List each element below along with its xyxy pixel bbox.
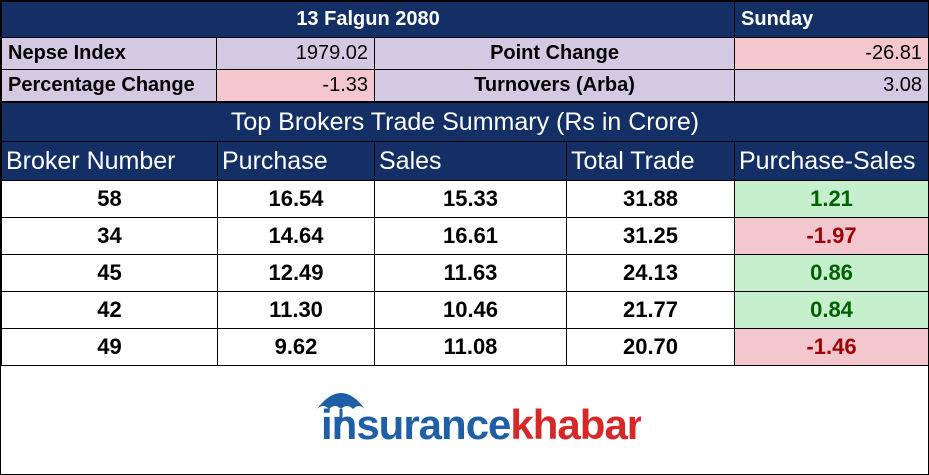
summary-value: 3.08 <box>734 69 929 102</box>
cell: -1.46 <box>733 328 929 366</box>
summary-label: Point Change <box>373 37 736 70</box>
cell: 21.77 <box>566 291 735 329</box>
table-title: Top Brokers Trade Summary (Rs in Crore) <box>0 102 929 142</box>
summary-value: -1.33 <box>216 69 375 102</box>
column-header: Sales <box>374 141 567 181</box>
summary-value: -26.81 <box>734 37 929 70</box>
summary-row: Percentage Change -1.33 Turnovers (Arba) 3.… <box>1 69 929 102</box>
cell: 0.86 <box>733 254 929 292</box>
cell: 1.21 <box>733 180 929 218</box>
cell: 20.70 <box>566 328 735 366</box>
cell: 14.64 <box>217 217 375 255</box>
logo: insurancekhabar <box>317 393 641 448</box>
column-header: Total Trade <box>566 141 735 181</box>
summary-label: Nepse Index <box>1 37 217 70</box>
cell: 12.49 <box>217 254 375 292</box>
data-row: 49 9.62 11.08 20.70 -1.46 <box>1 328 929 366</box>
umbrella <box>317 393 365 409</box>
cell: 49 <box>1 328 218 366</box>
cell: 24.13 <box>566 254 735 292</box>
column-header: Purchase <box>217 141 375 181</box>
summary-table: 13 Falgun 2080 Sunday Nepse Index 1979.02… <box>0 1 929 102</box>
cell: 16.54 <box>217 180 375 218</box>
cell: 42 <box>1 291 218 329</box>
cell: 9.62 <box>217 328 375 366</box>
date: 13 Falgun 2080 <box>0 1 736 38</box>
logo-text: insurancekhabar <box>321 401 641 448</box>
column-header: Broker Number <box>1 141 218 181</box>
logo-part2: khabar <box>510 401 641 448</box>
cell: 11.63 <box>374 254 567 292</box>
cell: 34 <box>1 217 218 255</box>
summary-label: Percentage Change <box>1 69 217 102</box>
data-row: 58 16.54 15.33 31.88 1.21 <box>1 180 929 218</box>
data-row: 45 12.49 11.63 24.13 0.86 <box>1 254 929 292</box>
cell: 45 <box>1 254 218 292</box>
summary-row: Nepse Index 1979.02 Point Change -26.81 <box>1 37 929 70</box>
logo-part1: insurance <box>321 401 510 448</box>
data-row: 42 11.30 10.46 21.77 0.84 <box>1 291 929 329</box>
data-row: 34 14.64 16.61 31.25 -1.97 <box>1 217 929 255</box>
cell: 31.25 <box>566 217 735 255</box>
cell: 0.84 <box>733 291 929 329</box>
column-header: Purchase-Sales <box>733 141 929 181</box>
cell: 11.30 <box>217 291 375 329</box>
summary-value: 1979.02 <box>216 37 375 70</box>
broker-table: Top Brokers Trade Summary (Rs in Crore) … <box>0 102 929 366</box>
cell: 31.88 <box>566 180 735 218</box>
day: Sunday <box>734 1 929 38</box>
summary-label: Turnovers (Arba) <box>373 69 736 102</box>
cell: -1.97 <box>733 217 929 255</box>
cell: 15.33 <box>374 180 567 218</box>
cell: 10.46 <box>374 291 567 329</box>
cell: 16.61 <box>374 217 567 255</box>
cell: 11.08 <box>374 328 567 366</box>
cell: 58 <box>1 180 218 218</box>
